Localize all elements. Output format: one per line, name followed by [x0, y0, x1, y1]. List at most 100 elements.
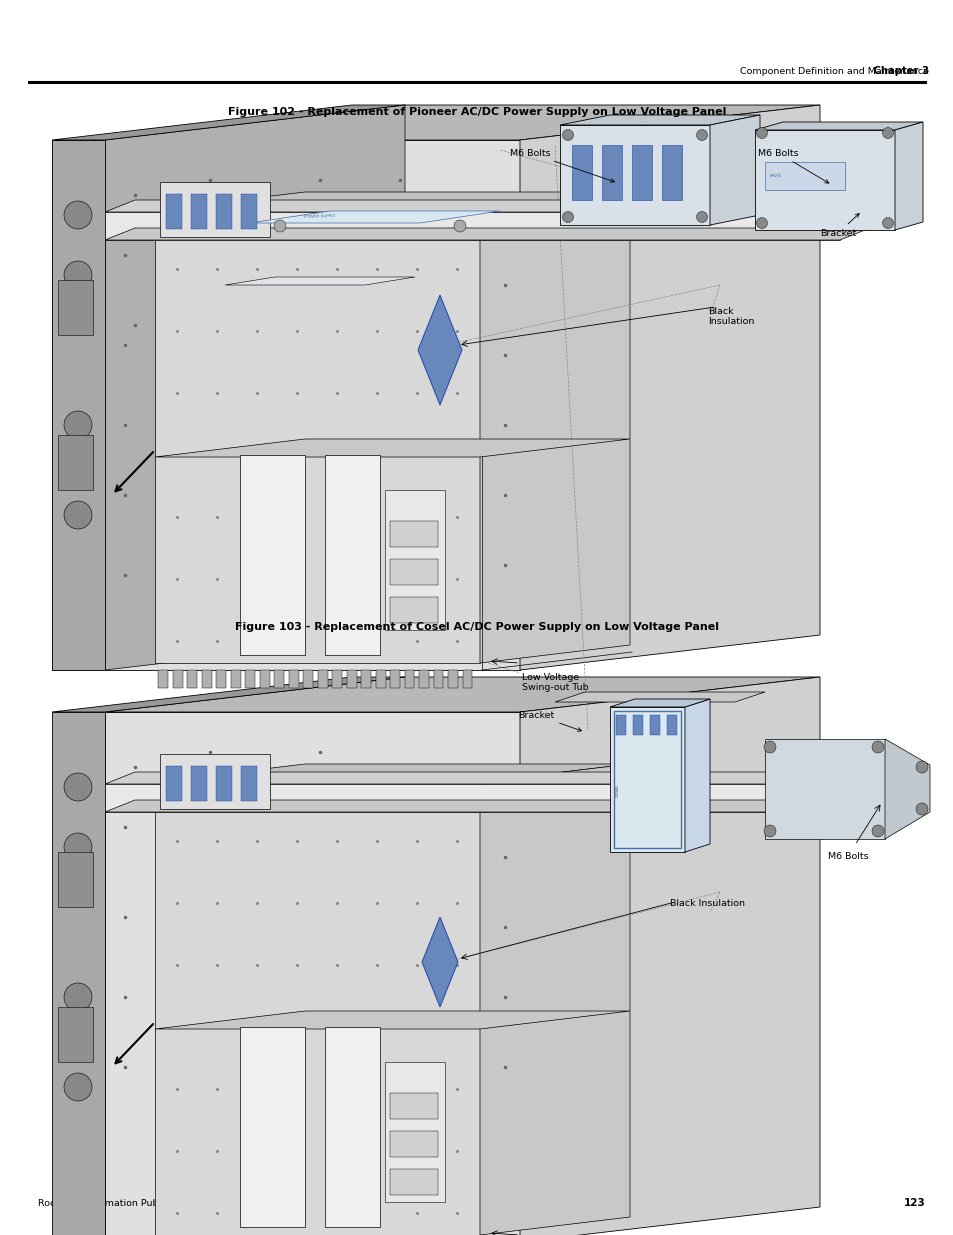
Polygon shape	[754, 130, 894, 230]
Text: Black
Insulation: Black Insulation	[707, 308, 754, 326]
Bar	[58, 435, 92, 490]
Polygon shape	[105, 677, 820, 713]
Bar	[317, 671, 327, 688]
Polygon shape	[479, 191, 629, 663]
Polygon shape	[105, 677, 405, 1235]
Circle shape	[696, 211, 707, 222]
Circle shape	[756, 127, 767, 138]
Text: Rockwell Automation Publication 7000A-UM200C-EN-P - June 2014: Rockwell Automation Publication 7000A-UM…	[38, 1199, 352, 1208]
Polygon shape	[154, 764, 629, 782]
Circle shape	[274, 220, 286, 232]
Circle shape	[64, 983, 91, 1011]
Circle shape	[64, 411, 91, 438]
Bar	[390, 597, 437, 622]
Polygon shape	[609, 706, 684, 852]
Bar	[288, 671, 298, 688]
Bar	[614, 711, 680, 848]
Circle shape	[64, 1073, 91, 1100]
Bar	[649, 715, 659, 735]
Bar	[631, 144, 651, 200]
Bar	[325, 1028, 379, 1228]
Polygon shape	[709, 115, 760, 225]
Bar	[462, 671, 472, 688]
Bar	[390, 671, 399, 688]
Circle shape	[64, 201, 91, 228]
Circle shape	[562, 130, 573, 141]
Bar	[390, 521, 437, 547]
Polygon shape	[894, 122, 923, 230]
Circle shape	[763, 741, 775, 753]
Bar	[191, 766, 207, 802]
Bar	[375, 671, 385, 688]
Polygon shape	[105, 105, 405, 671]
Circle shape	[756, 217, 767, 228]
Polygon shape	[105, 784, 840, 811]
Polygon shape	[559, 125, 709, 225]
Polygon shape	[154, 438, 629, 457]
Text: Chapter 3: Chapter 3	[708, 67, 928, 77]
Bar	[215, 671, 226, 688]
Circle shape	[871, 825, 883, 837]
Bar	[160, 182, 270, 237]
Bar	[274, 671, 284, 688]
Text: Bracket: Bracket	[517, 710, 581, 731]
Bar	[58, 852, 92, 906]
Bar	[166, 194, 182, 228]
Text: Bracket: Bracket	[820, 214, 859, 237]
Polygon shape	[519, 677, 820, 1235]
Circle shape	[64, 261, 91, 289]
Bar	[390, 559, 437, 585]
Polygon shape	[250, 211, 499, 224]
Polygon shape	[764, 739, 884, 839]
Polygon shape	[555, 692, 764, 701]
Polygon shape	[105, 800, 869, 811]
Polygon shape	[52, 677, 405, 713]
Bar	[433, 671, 443, 688]
Bar	[58, 1007, 92, 1062]
Polygon shape	[105, 713, 519, 1235]
Bar	[390, 1170, 437, 1195]
Polygon shape	[105, 228, 869, 240]
Bar	[58, 280, 92, 335]
Bar	[240, 1028, 305, 1228]
Bar	[325, 454, 379, 655]
Polygon shape	[417, 295, 461, 405]
Circle shape	[454, 220, 465, 232]
Text: Black Insulation: Black Insulation	[669, 899, 744, 908]
Text: M6 Bolts: M6 Bolts	[510, 148, 614, 183]
Circle shape	[915, 761, 927, 773]
Circle shape	[871, 741, 883, 753]
Circle shape	[696, 130, 707, 141]
Text: Component Definition and Maintenance: Component Definition and Maintenance	[740, 67, 928, 77]
Bar	[418, 671, 429, 688]
Polygon shape	[154, 210, 479, 663]
Text: M6 Bolts: M6 Bolts	[827, 852, 868, 861]
Bar	[231, 671, 240, 688]
Bar	[666, 715, 677, 735]
Polygon shape	[52, 140, 105, 671]
Text: 123: 123	[902, 1198, 924, 1208]
Circle shape	[882, 127, 893, 138]
Bar	[385, 490, 444, 630]
Bar	[201, 671, 212, 688]
Bar	[240, 454, 305, 655]
Bar	[404, 671, 414, 688]
Circle shape	[763, 825, 775, 837]
Bar	[241, 766, 256, 802]
Polygon shape	[559, 115, 760, 125]
Bar	[764, 162, 844, 190]
Polygon shape	[52, 105, 405, 140]
Bar	[390, 1093, 437, 1119]
Circle shape	[64, 832, 91, 861]
Polygon shape	[519, 105, 820, 671]
Circle shape	[64, 501, 91, 529]
Bar	[661, 144, 681, 200]
Polygon shape	[105, 772, 869, 784]
Circle shape	[64, 773, 91, 802]
Polygon shape	[105, 200, 869, 212]
Bar	[245, 671, 254, 688]
Text: rev/s: rev/s	[769, 173, 781, 178]
Bar	[448, 671, 457, 688]
Bar	[633, 715, 642, 735]
Bar	[346, 671, 356, 688]
